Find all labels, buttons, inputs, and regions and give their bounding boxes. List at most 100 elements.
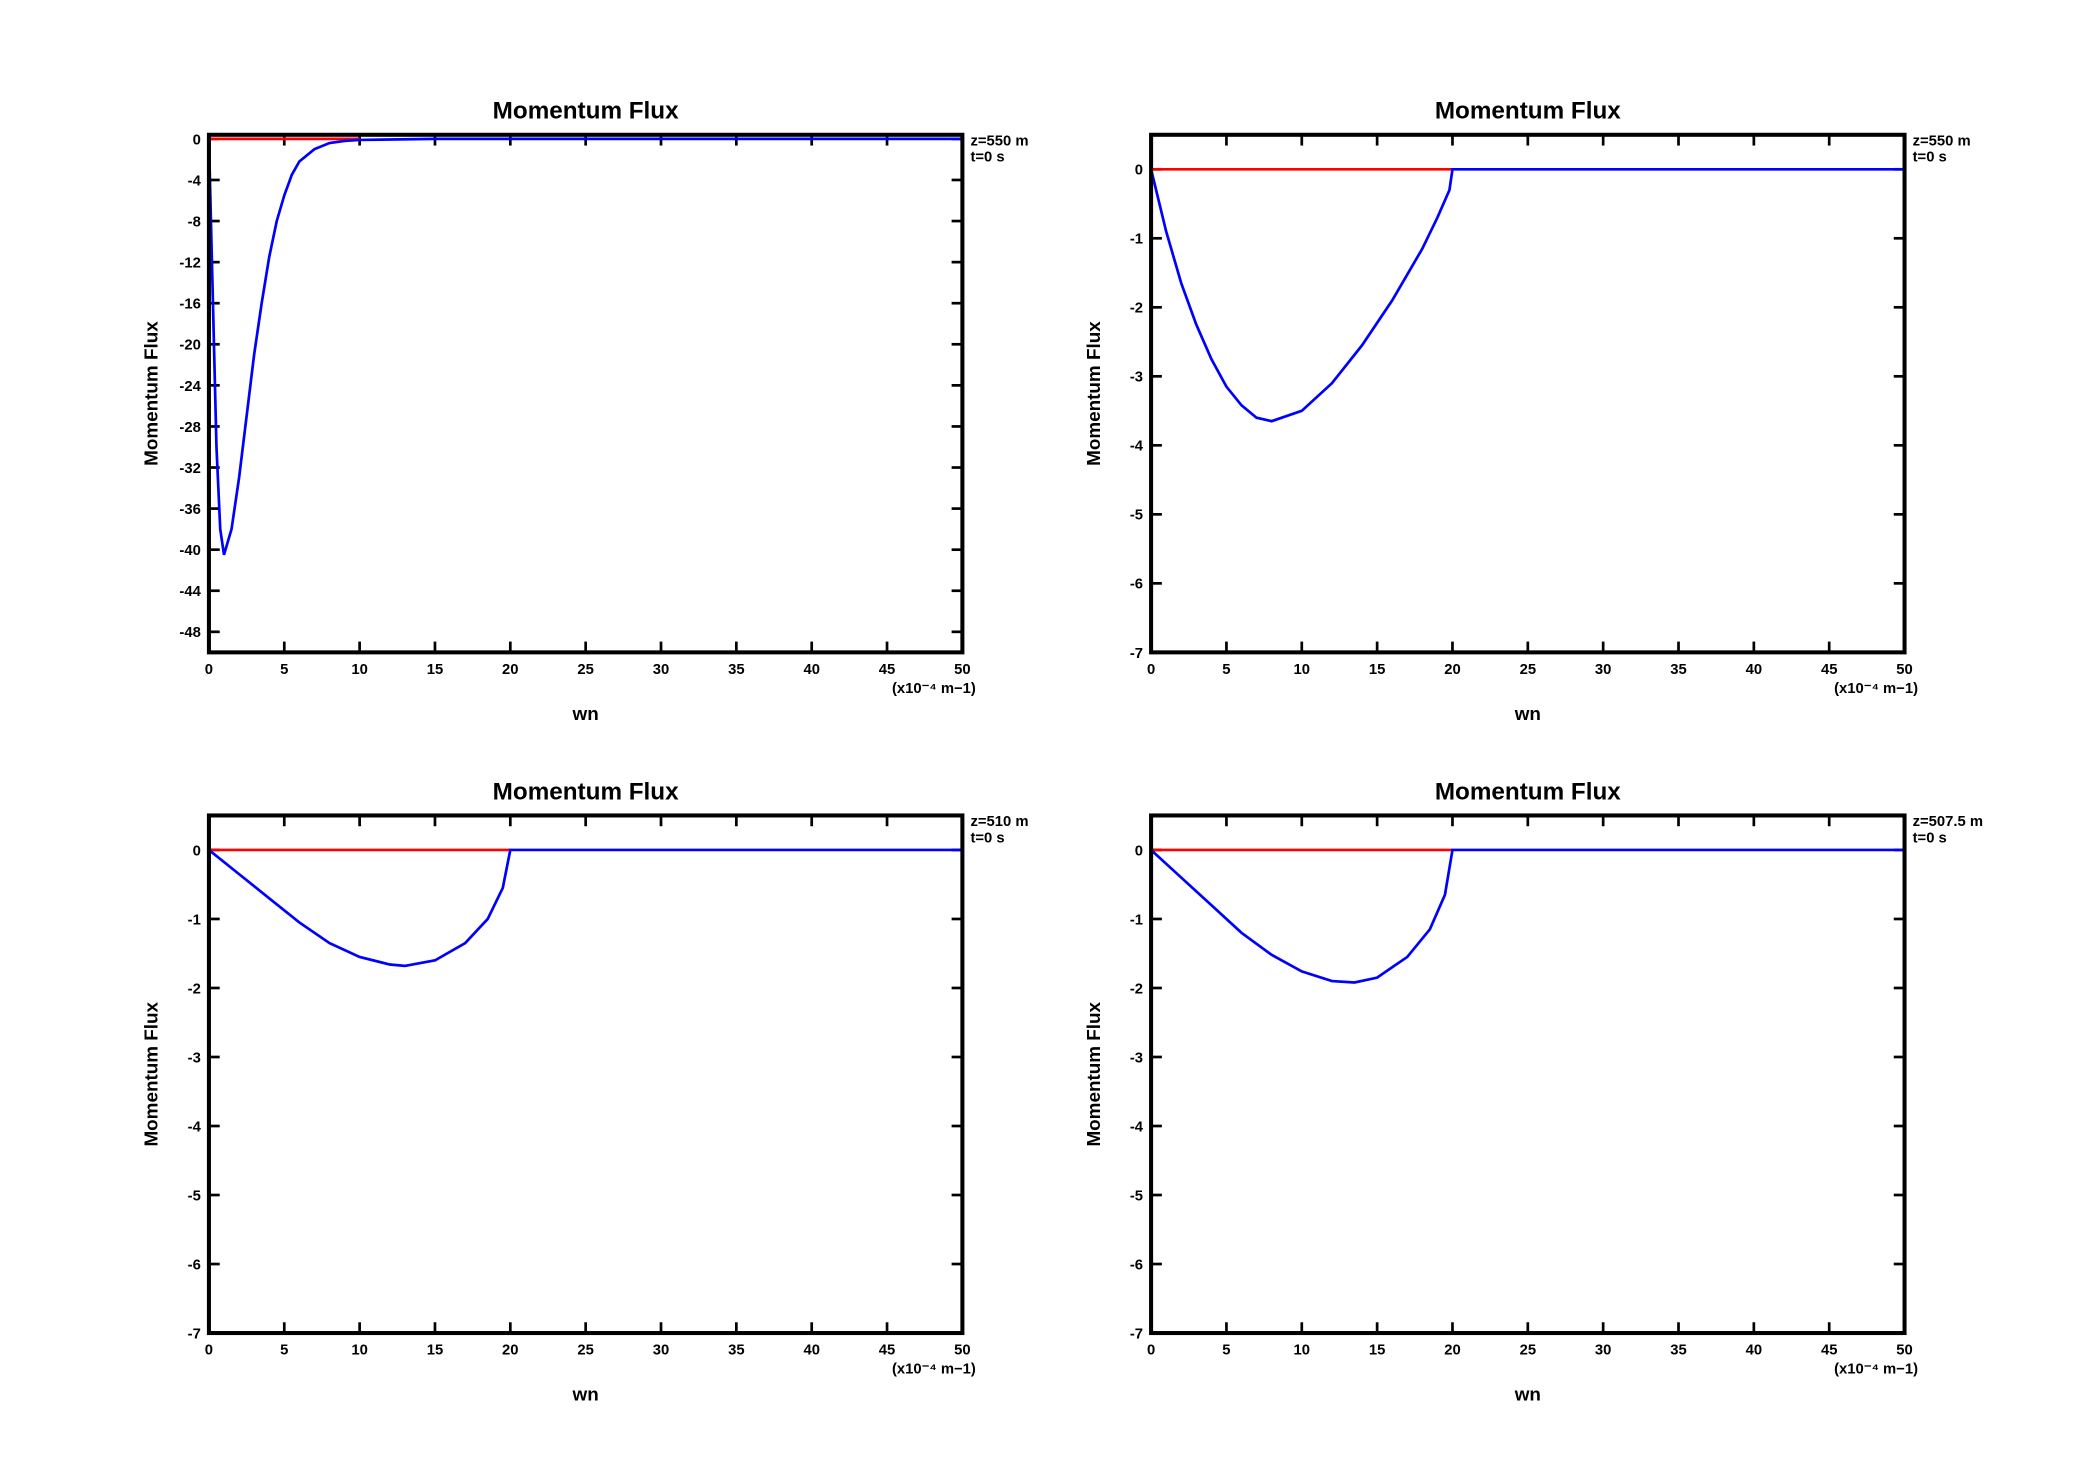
x-tick-label: 40 (803, 1343, 819, 1359)
x-tick-label: 50 (1896, 1343, 1912, 1359)
x-tick-label: 0 (205, 662, 213, 678)
y-tick-label: -1 (188, 912, 201, 928)
x-axis-label: wn (572, 703, 599, 724)
x-axis-note: (x10⁻⁴ m−1) (892, 1361, 976, 1377)
x-tick-label: 10 (351, 1343, 367, 1359)
y-tick-label: -36 (179, 502, 200, 518)
x-tick-label: 10 (1294, 1343, 1310, 1359)
chart-title: Momentum Flux (1435, 778, 1621, 805)
y-tick-label: -1 (1130, 912, 1143, 928)
x-tick-label: 25 (1520, 1343, 1536, 1359)
chart-title: Momentum Flux (1435, 98, 1621, 125)
x-tick-label: 35 (1670, 1343, 1686, 1359)
y-tick-label: 0 (1135, 163, 1143, 179)
annotation: z=510 m (970, 814, 1028, 830)
x-tick-label: 40 (1746, 662, 1762, 678)
x-tick-label: 30 (1595, 1343, 1611, 1359)
x-tick-label: 20 (1444, 662, 1460, 678)
y-tick-label: -24 (179, 379, 201, 395)
y-tick-label: -5 (188, 1188, 201, 1204)
y-tick-label: -2 (1130, 981, 1143, 997)
x-tick-label: 40 (1746, 1343, 1762, 1359)
chart-title: Momentum Flux (493, 778, 679, 805)
x-tick-label: 45 (879, 662, 895, 678)
y-tick-label: -7 (188, 1326, 201, 1342)
data-line (1149, 167, 1905, 423)
y-tick-label: -3 (1130, 370, 1143, 386)
y-tick-label: -3 (188, 1050, 201, 1066)
data-line (1150, 848, 1905, 984)
x-tick-label: 5 (1222, 1343, 1230, 1359)
y-tick-label: -4 (1130, 439, 1144, 455)
x-tick-label: 20 (1444, 1343, 1460, 1359)
y-tick-label: -12 (179, 256, 200, 272)
y-tick-label: -32 (179, 461, 200, 477)
x-tick-label: 30 (653, 662, 669, 678)
data-line (208, 848, 963, 968)
annotation: z=550 m (1913, 134, 1971, 150)
y-tick-label: -20 (179, 338, 200, 354)
x-tick-label: 5 (280, 662, 288, 678)
y-tick-label: -28 (179, 420, 200, 436)
x-tick-label: 40 (803, 662, 819, 678)
x-tick-label: 35 (1670, 662, 1686, 678)
y-tick-label: -2 (1130, 301, 1143, 317)
x-axis-note: (x10⁻⁴ m−1) (892, 681, 976, 697)
y-tick-label: -16 (179, 297, 200, 313)
y-axis-label: Momentum Flux (141, 1001, 162, 1146)
plot-frame (206, 132, 965, 655)
plot-frame (1149, 813, 1907, 1336)
y-tick-label: -6 (1130, 1257, 1143, 1273)
y-tick-label: -4 (188, 1119, 202, 1135)
x-tick-label: 15 (1369, 1343, 1385, 1359)
x-tick-label: 25 (1520, 662, 1536, 678)
x-tick-label: 5 (280, 1343, 288, 1359)
x-tick-label: 20 (502, 1343, 518, 1359)
x-axis-label: wn (1514, 1383, 1541, 1404)
x-tick-label: 30 (653, 1343, 669, 1359)
x-tick-label: 0 (1147, 662, 1155, 678)
annotation: z=550 m (970, 134, 1028, 150)
y-tick-label: -4 (188, 173, 202, 189)
x-tick-label: 25 (577, 1343, 593, 1359)
y-tick-label: -44 (179, 584, 201, 600)
x-tick-label: 5 (1222, 662, 1230, 678)
y-axis-label: Momentum Flux (1083, 321, 1104, 466)
annotation: t=0 s (1913, 830, 1947, 846)
chart-title: Momentum Flux (493, 98, 679, 125)
annotation: z=507.5 m (1913, 814, 1983, 830)
x-tick-label: 45 (1821, 662, 1837, 678)
y-tick-label: -40 (179, 543, 200, 559)
x-tick-label: 10 (1294, 662, 1310, 678)
y-tick-label: -6 (188, 1257, 201, 1273)
y-tick-label: -3 (1130, 1050, 1143, 1066)
x-axis-note: (x10⁻⁴ m−1) (1834, 1361, 1918, 1377)
x-tick-label: 35 (728, 1343, 744, 1359)
y-tick-label: 0 (193, 132, 201, 148)
y-axis-label: Momentum Flux (1083, 1001, 1104, 1146)
annotation: t=0 s (970, 830, 1004, 846)
x-tick-label: 45 (1821, 1343, 1837, 1359)
x-axis-label: wn (572, 1383, 599, 1404)
y-tick-label: 0 (1135, 843, 1143, 859)
data-line (207, 137, 963, 556)
y-tick-label: -4 (1130, 1119, 1144, 1135)
annotation: t=0 s (1913, 150, 1947, 166)
y-tick-label: -7 (1130, 646, 1143, 662)
x-tick-label: 30 (1595, 662, 1611, 678)
y-tick-label: -7 (1130, 1326, 1143, 1342)
x-tick-label: 50 (954, 1343, 970, 1359)
x-tick-label: 25 (577, 662, 593, 678)
y-tick-label: 0 (193, 843, 201, 859)
annotation: t=0 s (970, 150, 1004, 166)
x-tick-label: 15 (1369, 662, 1385, 678)
x-tick-label: 15 (427, 662, 443, 678)
y-tick-label: -5 (1130, 1188, 1143, 1204)
y-tick-label: -6 (1130, 577, 1143, 593)
x-tick-label: 0 (1147, 1343, 1155, 1359)
plot-frame (206, 813, 965, 1336)
x-tick-label: 10 (351, 662, 367, 678)
y-tick-label: -2 (188, 981, 201, 997)
y-tick-label: -48 (179, 625, 200, 641)
